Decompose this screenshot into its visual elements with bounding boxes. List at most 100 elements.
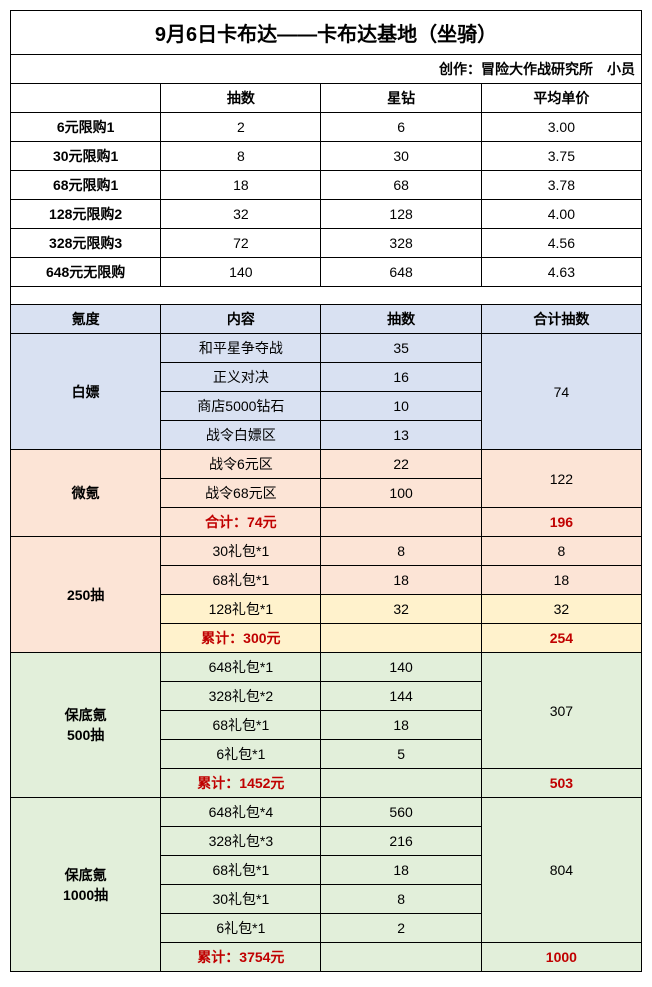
table1-row-gems: 68 [321, 171, 481, 200]
table1-row-label: 68元限购1 [11, 171, 161, 200]
tier-total: 74 [481, 334, 641, 450]
tier-item-draws: 13 [321, 421, 481, 450]
table1-row-gems: 648 [321, 258, 481, 287]
tier-item-draws: 2 [321, 914, 481, 943]
table1-row-draws: 140 [161, 258, 321, 287]
table2-row: 保底氪1000抽648礼包*4560804 [11, 798, 642, 827]
table1-row: 128元限购2321284.00 [11, 200, 642, 229]
table2-row: 微氪战令6元区22122 [11, 450, 642, 479]
table1-row-avg: 3.00 [481, 113, 641, 142]
tier-summary-content: 累计：3754元 [161, 943, 321, 972]
table1-row-avg: 4.63 [481, 258, 641, 287]
tier-label: 250抽 [11, 537, 161, 653]
table1-row-draws: 32 [161, 200, 321, 229]
tier-item-content: 68礼包*1 [161, 566, 321, 595]
table1-row: 328元限购3723284.56 [11, 229, 642, 258]
tier-item-content: 648礼包*4 [161, 798, 321, 827]
table2-header-total: 合计抽数 [481, 305, 641, 334]
tier-label: 白嫖 [11, 334, 161, 450]
tier-item-draws: 140 [321, 653, 481, 682]
tier-label: 保底氪1000抽 [11, 798, 161, 972]
author-line: 创作：冒险大作战研究所 小员 [11, 55, 642, 84]
table2-header-row: 氪度 内容 抽数 合计抽数 [11, 305, 642, 334]
tier-item-content: 30礼包*1 [161, 885, 321, 914]
tier-item-draws: 560 [321, 798, 481, 827]
tier-item-draws: 22 [321, 450, 481, 479]
table2-row: 250抽30礼包*188 [11, 537, 642, 566]
table1-row-draws: 8 [161, 142, 321, 171]
tier-total: 122 [481, 450, 641, 508]
tier-item-content: 正义对决 [161, 363, 321, 392]
table1-header-blank [11, 84, 161, 113]
tier-summary-content: 合计：74元 [161, 508, 321, 537]
tier-item-total: 18 [481, 566, 641, 595]
table2-header-tier: 氪度 [11, 305, 161, 334]
table1-row: 68元限购118683.78 [11, 171, 642, 200]
tier-item-total: 8 [481, 537, 641, 566]
tier-item-content: 商店5000钻石 [161, 392, 321, 421]
table1-row-avg: 3.75 [481, 142, 641, 171]
tier-summary-total: 503 [481, 769, 641, 798]
tier-summary-draws [321, 943, 481, 972]
tier-summary-total: 1000 [481, 943, 641, 972]
tier-item-content: 6礼包*1 [161, 914, 321, 943]
spacer-row [11, 287, 642, 305]
tier-summary-draws [321, 769, 481, 798]
table1-row-label: 328元限购3 [11, 229, 161, 258]
tier-item-draws: 18 [321, 566, 481, 595]
tier-item-content: 和平星争夺战 [161, 334, 321, 363]
tier-item-content: 648礼包*1 [161, 653, 321, 682]
tier-item-draws: 10 [321, 392, 481, 421]
tier-summary-content: 累计：1452元 [161, 769, 321, 798]
page-title: 9月6日卡布达——卡布达基地（坐骑） [11, 11, 642, 55]
tier-item-draws: 216 [321, 827, 481, 856]
table1-row-label: 30元限购1 [11, 142, 161, 171]
main-table: 9月6日卡布达——卡布达基地（坐骑） 创作：冒险大作战研究所 小员 抽数 星钻 … [10, 10, 642, 972]
table1-row-label: 128元限购2 [11, 200, 161, 229]
tier-item-content: 328礼包*2 [161, 682, 321, 711]
tier-item-draws: 18 [321, 856, 481, 885]
table2-row: 保底氪500抽648礼包*1140307 [11, 653, 642, 682]
tier-item-total: 32 [481, 595, 641, 624]
tier-item-draws: 8 [321, 885, 481, 914]
table1-header-draws: 抽数 [161, 84, 321, 113]
table1-row-draws: 72 [161, 229, 321, 258]
tier-item-content: 6礼包*1 [161, 740, 321, 769]
table1-row-avg: 4.00 [481, 200, 641, 229]
tier-item-content: 128礼包*1 [161, 595, 321, 624]
tier-item-content: 战令白嫖区 [161, 421, 321, 450]
tier-item-draws: 35 [321, 334, 481, 363]
tier-label: 保底氪500抽 [11, 653, 161, 798]
tier-item-content: 328礼包*3 [161, 827, 321, 856]
table1-row-draws: 18 [161, 171, 321, 200]
table2-row: 白嫖和平星争夺战3574 [11, 334, 642, 363]
table1-row: 6元限购1263.00 [11, 113, 642, 142]
table1-row-gems: 6 [321, 113, 481, 142]
tier-total: 804 [481, 798, 641, 943]
tier-item-draws: 8 [321, 537, 481, 566]
tier-item-draws: 144 [321, 682, 481, 711]
tier-item-content: 68礼包*1 [161, 856, 321, 885]
table1-header-row: 抽数 星钻 平均单价 [11, 84, 642, 113]
table1-row-label: 6元限购1 [11, 113, 161, 142]
tier-summary-total: 254 [481, 624, 641, 653]
table1-row: 648元无限购1406484.63 [11, 258, 642, 287]
table1-row-gems: 30 [321, 142, 481, 171]
tier-summary-draws [321, 508, 481, 537]
table1-row-avg: 4.56 [481, 229, 641, 258]
table1-row-gems: 128 [321, 200, 481, 229]
tier-item-draws: 32 [321, 595, 481, 624]
table2-header-content: 内容 [161, 305, 321, 334]
tier-summary-draws [321, 624, 481, 653]
table1-header-avg: 平均单价 [481, 84, 641, 113]
tier-total: 307 [481, 653, 641, 769]
table1-header-gems: 星钻 [321, 84, 481, 113]
tier-item-draws: 100 [321, 479, 481, 508]
tier-item-content: 战令6元区 [161, 450, 321, 479]
table1-row-avg: 3.78 [481, 171, 641, 200]
tier-item-content: 68礼包*1 [161, 711, 321, 740]
tier-item-content: 战令68元区 [161, 479, 321, 508]
table1-row-label: 648元无限购 [11, 258, 161, 287]
tier-item-draws: 18 [321, 711, 481, 740]
table1-row-gems: 328 [321, 229, 481, 258]
